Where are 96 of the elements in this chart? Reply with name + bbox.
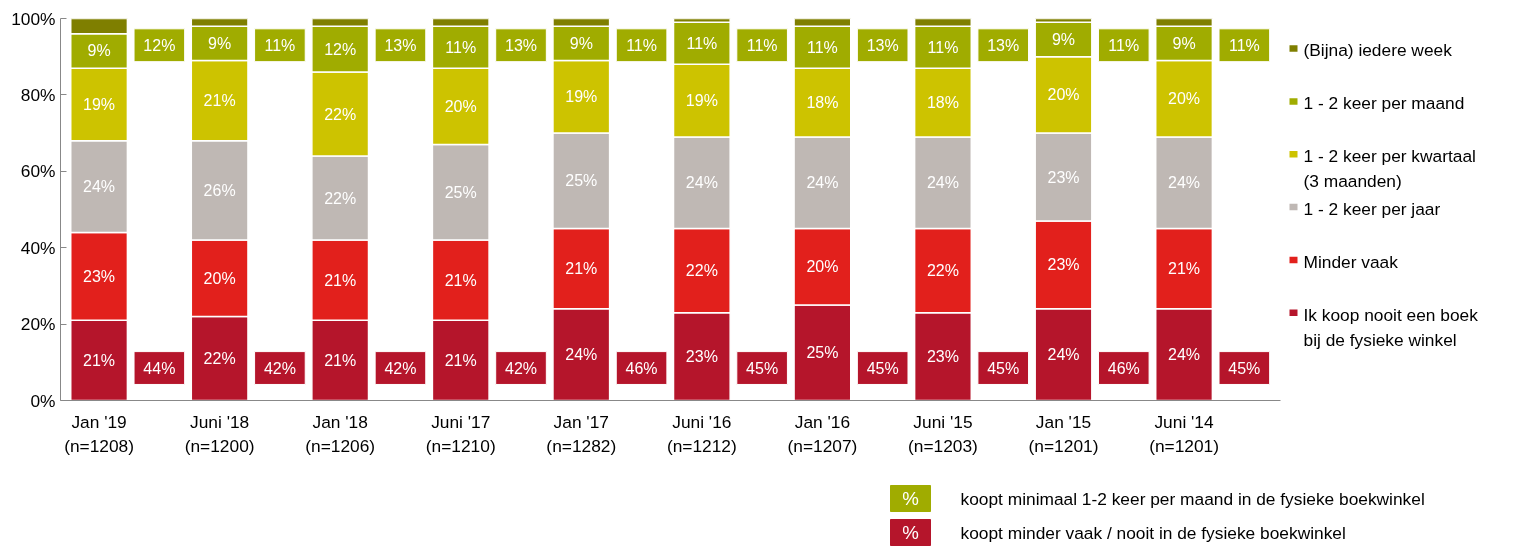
data-label: 21% xyxy=(324,351,357,369)
text: % xyxy=(902,488,919,509)
data-label: 26% xyxy=(203,181,236,199)
data-label: 20% xyxy=(806,258,839,276)
data-label: 23% xyxy=(926,348,959,366)
data-label: 21% xyxy=(1168,260,1201,278)
data-label: 24% xyxy=(1168,174,1201,192)
text: koopt minder vaak / nooit in de fysieke boekwinkel xyxy=(960,522,1346,543)
x-tick-label: Jan '15 (n=1201) xyxy=(1028,411,1099,456)
data-label: 19% xyxy=(685,92,718,110)
data-label: 23% xyxy=(83,267,116,285)
annotation: 45% xyxy=(866,359,899,377)
data-label: 11% xyxy=(927,38,959,56)
x-tick-label: Juni '14 (n=1201) xyxy=(1149,411,1219,456)
data-label: 19% xyxy=(83,95,116,113)
x-tick-label: Juni '16 (n=1212) xyxy=(666,411,737,456)
data-label: 21% xyxy=(203,92,236,110)
legend-label: Ik koop nooit een boek bij de fysieke winkel xyxy=(1303,304,1479,350)
data-label: 24% xyxy=(83,178,116,196)
data-label: 19% xyxy=(565,88,598,106)
data-label: 11% xyxy=(686,34,718,52)
x-tick-label: Jan '16 (n=1207) xyxy=(787,411,858,456)
text: koopt minimaal 1-2 keer per maand in de fysieke boekwinkel xyxy=(960,488,1425,509)
data-label: 12% xyxy=(324,40,357,58)
data-label: 20% xyxy=(1047,86,1080,104)
annotation: 42% xyxy=(384,359,417,377)
annotation: 45% xyxy=(1228,359,1261,377)
x-tick-label: Juni '18 (n=1200) xyxy=(184,411,255,456)
y-tick-label: 80% xyxy=(20,84,56,105)
legend-label: 1 - 2 keer per kwartaal (3 maanden) xyxy=(1303,146,1476,192)
data-label: 20% xyxy=(203,269,236,287)
data-label: 25% xyxy=(444,183,477,201)
annotation: 45% xyxy=(746,359,779,377)
y-tick-label: 40% xyxy=(20,237,56,258)
data-label: 9% xyxy=(1172,34,1196,52)
data-label: 25% xyxy=(806,344,839,362)
annotation: 44% xyxy=(143,359,176,377)
annotation: 12% xyxy=(143,36,176,54)
text: % xyxy=(902,522,919,543)
data-label: 9% xyxy=(87,42,111,60)
y-tick-label: 100% xyxy=(11,8,56,29)
data-label: 9% xyxy=(208,34,232,52)
annotation: 11% xyxy=(264,36,296,54)
data-label: 20% xyxy=(1168,90,1201,108)
y-tick-label: 60% xyxy=(20,161,56,182)
legend-label: Minder vaak xyxy=(1303,251,1399,272)
x-tick-label: Juni '15 (n=1203) xyxy=(908,411,978,456)
annotation: 13% xyxy=(987,36,1020,54)
annotation: 46% xyxy=(1107,359,1140,377)
annotation: 11% xyxy=(1108,36,1140,54)
data-label: 22% xyxy=(324,105,357,123)
annotation: 11% xyxy=(746,36,778,54)
data-label: 11% xyxy=(445,38,477,56)
data-label: 21% xyxy=(565,260,598,278)
data-label: 22% xyxy=(685,262,718,280)
annotation: 42% xyxy=(263,359,296,377)
legend-label: (Bijna) iedere week xyxy=(1303,40,1453,61)
annotation: 13% xyxy=(505,36,538,54)
data-label: 21% xyxy=(444,351,477,369)
annotation: 13% xyxy=(866,36,899,54)
data-label: 23% xyxy=(1047,256,1080,274)
annotation: 45% xyxy=(987,359,1020,377)
x-tick-label: Juni '17 (n=1210) xyxy=(425,411,496,456)
y-tick-label: 20% xyxy=(20,314,56,335)
data-label: 20% xyxy=(444,97,477,115)
data-label: 22% xyxy=(926,262,959,280)
data-label: 11% xyxy=(806,38,838,56)
legend-label: 1 - 2 keer per jaar xyxy=(1303,198,1441,219)
data-label: 9% xyxy=(1051,31,1076,49)
x-tick-label: Jan '18 (n=1206) xyxy=(305,411,376,456)
data-label: 24% xyxy=(1047,346,1080,364)
data-label: 23% xyxy=(1047,168,1080,186)
annotation: 42% xyxy=(505,359,538,377)
data-label: 23% xyxy=(685,348,718,366)
data-label: 21% xyxy=(83,351,116,369)
data-label: 22% xyxy=(324,189,357,207)
data-label: 24% xyxy=(565,346,598,364)
data-label: 24% xyxy=(685,174,718,192)
y-tick-label: 0% xyxy=(30,390,56,411)
data-label: 24% xyxy=(926,174,959,192)
data-label: 21% xyxy=(324,271,357,289)
data-label: 18% xyxy=(926,94,959,112)
annotation: 13% xyxy=(384,36,417,54)
annotation: 11% xyxy=(626,36,657,54)
annotation: 46% xyxy=(625,359,658,377)
annotation: 11% xyxy=(1228,36,1260,54)
data-label: 24% xyxy=(1168,346,1201,364)
data-label: 9% xyxy=(569,34,593,52)
data-label: 22% xyxy=(203,349,236,367)
data-label: 24% xyxy=(806,174,839,192)
data-label: 25% xyxy=(565,172,598,190)
data-label: 18% xyxy=(806,94,839,112)
data-label: 21% xyxy=(444,271,477,289)
legend-label: 1 - 2 keer per maand xyxy=(1303,93,1465,114)
x-tick-label: Jan '17 (n=1282) xyxy=(546,411,617,456)
x-tick-label: Jan '19 (n=1208) xyxy=(64,411,135,456)
